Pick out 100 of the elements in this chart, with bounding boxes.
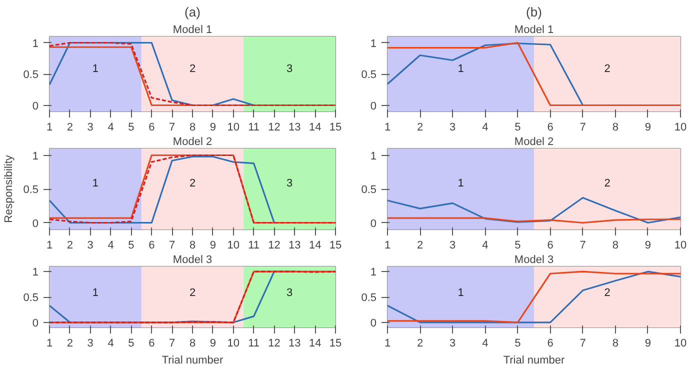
band-label: 2 — [604, 178, 610, 190]
x-tick-label: 9 — [210, 122, 216, 134]
x-tick-label: 14 — [308, 122, 322, 134]
x-tick-label: 8 — [189, 338, 196, 350]
x-tick-label: 1 — [46, 240, 53, 252]
x-tick-label: 5 — [514, 338, 521, 350]
x-tick-label: 9 — [210, 240, 216, 252]
x-tick-label: 11 — [248, 240, 260, 252]
x-tick-label: 6 — [148, 240, 155, 252]
x-tick-label: 3 — [450, 338, 456, 350]
x-tick-label: 1 — [384, 122, 391, 134]
x-tick-label: 10 — [227, 338, 240, 350]
x-tick-label: 9 — [644, 122, 652, 134]
x-tick-label: 7 — [169, 122, 176, 134]
y-tick-label: 0 — [32, 317, 39, 330]
chart-title: Model 3 — [514, 254, 554, 266]
y-tick-label: 1 — [32, 38, 39, 50]
x-tick-label: 9 — [644, 338, 652, 350]
x-tick-label: 2 — [416, 122, 424, 134]
x-tick-label: 10 — [674, 338, 687, 350]
x-tick-label: 12 — [268, 122, 280, 134]
x-tick-label: 2 — [66, 338, 73, 350]
band-label: 1 — [458, 178, 464, 190]
y-tick-label: 0.5 — [23, 69, 39, 81]
x-tick-label: 13 — [288, 240, 301, 252]
x-tick-label: 8 — [612, 122, 618, 134]
band-label: 1 — [92, 287, 99, 300]
x-tick-label: 7 — [580, 338, 586, 350]
x-tick-label: 2 — [416, 240, 424, 252]
x-tick-label: 3 — [87, 338, 94, 350]
band-label: 3 — [286, 287, 293, 300]
x-tick-label: 4 — [482, 338, 488, 350]
text: (b) — [526, 4, 542, 20]
x-tick-label: 13 — [288, 122, 301, 134]
y-tick-label: 0.5 — [361, 69, 377, 81]
band-label: 1 — [92, 178, 99, 190]
x-tick-label: 5 — [128, 240, 134, 252]
chart-title: Model 1 — [514, 24, 554, 36]
x-tick-label: 5 — [514, 122, 521, 134]
x-tick-label: 14 — [308, 240, 322, 252]
y-tick-label: 0.5 — [23, 184, 39, 196]
y-tick-label: 0 — [32, 100, 39, 112]
x-tick-label: 6 — [547, 240, 554, 252]
x-tick-label: 12 — [268, 240, 280, 252]
x-tick-label: 2 — [66, 122, 73, 134]
x-tick-label: 4 — [108, 240, 114, 252]
y-tick-label: 1 — [370, 266, 377, 279]
x-tick-label: 3 — [450, 122, 456, 134]
y-tick-label: 1 — [370, 150, 377, 162]
x-tick-label: 1 — [46, 122, 53, 134]
x-tick-label: 7 — [169, 240, 176, 252]
x-tick-label: 1 — [384, 338, 391, 350]
x-tick-label: 6 — [148, 122, 155, 134]
x-tick-label: 11 — [248, 122, 260, 134]
x-tick-label: 1 — [46, 338, 53, 350]
band-label: 3 — [286, 178, 293, 190]
band-label: 3 — [286, 63, 293, 75]
x-tick-label: 10 — [674, 122, 687, 134]
chart-title: Model 3 — [172, 254, 212, 266]
x-tick-label: 4 — [482, 122, 488, 134]
x-tick-label: 15 — [329, 122, 342, 134]
y-tick-label: 1 — [32, 266, 39, 279]
chart-title: Model 2 — [514, 136, 554, 148]
x-tick-label: 1 — [384, 240, 391, 252]
x-tick-label: 12 — [268, 338, 280, 350]
y-axis-title: Responsibility — [3, 154, 16, 223]
x-tick-label: 3 — [87, 122, 94, 134]
band-label: 1 — [458, 287, 464, 300]
band-label: 2 — [189, 63, 196, 75]
x-tick-label: 5 — [128, 122, 134, 134]
y-tick-label: 0 — [370, 100, 377, 112]
x-tick-label: 6 — [547, 122, 554, 134]
y-tick-label: 0 — [32, 218, 39, 230]
x-tick-label: 6 — [547, 338, 554, 350]
y-tick-label: 0.5 — [361, 292, 377, 304]
x-axis-title: Trial number — [503, 354, 566, 366]
x-tick-label: 4 — [482, 240, 488, 252]
x-tick-label: 14 — [308, 338, 322, 350]
x-tick-label: 9 — [644, 240, 652, 252]
x-tick-label: 7 — [580, 240, 586, 252]
x-tick-label: 8 — [189, 240, 196, 252]
x-tick-label: 8 — [189, 122, 196, 134]
x-tick-label: 13 — [288, 338, 301, 350]
y-tick-label: 1 — [370, 38, 377, 50]
x-tick-label: 2 — [416, 338, 424, 350]
band-label: 2 — [604, 63, 610, 75]
x-tick-label: 3 — [450, 240, 456, 252]
x-axis-title: Trial number — [162, 354, 224, 366]
band-label: 2 — [604, 287, 610, 300]
x-tick-label: 10 — [227, 240, 240, 252]
y-tick-label: 0 — [370, 317, 377, 330]
y-tick-label: 0 — [370, 218, 377, 230]
x-tick-label: 5 — [514, 240, 521, 252]
band-label: 1 — [92, 63, 99, 75]
x-tick-label: 6 — [148, 338, 155, 350]
y-tick-label: 0.5 — [23, 292, 39, 304]
band-label: 2 — [189, 178, 196, 190]
y-tick-label: 1 — [32, 150, 39, 162]
x-tick-label: 15 — [329, 240, 342, 252]
x-tick-label: 11 — [248, 338, 260, 350]
